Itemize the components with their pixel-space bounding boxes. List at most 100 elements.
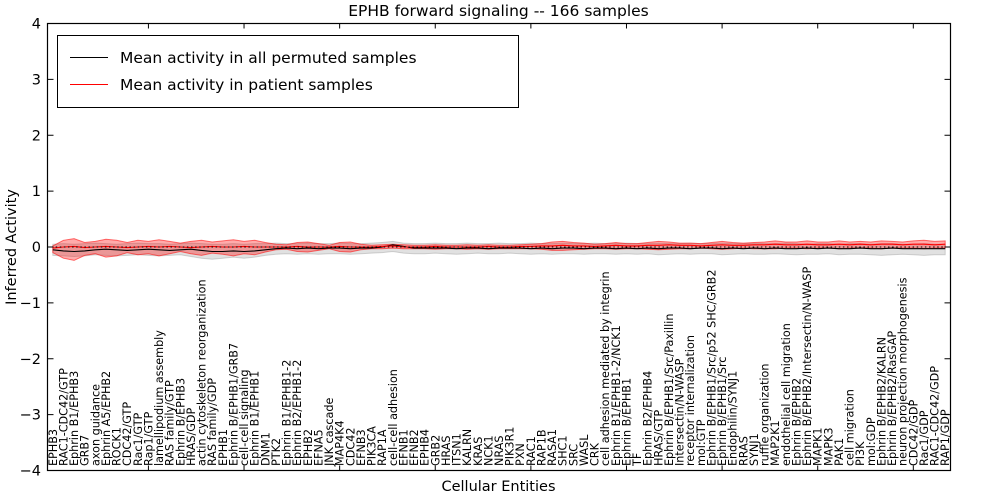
x-tick-label: MAP4K4 <box>334 420 347 466</box>
x-tick-label: GRB2 <box>429 435 442 466</box>
x-tick-label: RAP1/GDP <box>939 409 952 466</box>
x-tick-label: EPHB1 <box>217 429 230 466</box>
y-tick-label: 2 <box>32 128 41 144</box>
x-tick-label: ROCK1 <box>111 427 124 466</box>
y-tick-label: 4 <box>32 17 41 33</box>
x-tick-label: RAS family/GTP <box>164 380 177 466</box>
x-tick-label: Ephrin B1/EPHB1-2 <box>281 360 294 466</box>
y-tick-label: 0 <box>32 240 41 256</box>
x-tick-label: Ephrin B1/EPHB3 <box>68 371 81 466</box>
x-tick-label: KALRN <box>461 429 474 466</box>
x-tick-label: DNM1 <box>259 432 272 466</box>
x-tick-label: Ephrin B/EPHB1/Src/p52 SHC/GRB2 <box>705 270 718 466</box>
y-tick-label: −1 <box>20 296 41 312</box>
x-tick-label: TF <box>631 453 644 467</box>
x-tick-label: actin cytoskeleton reorganization <box>196 279 209 466</box>
legend-item-patient: Mean activity in patient samples <box>70 71 512 98</box>
x-tick-label: EFNB2 <box>408 429 421 466</box>
x-tick-label: Ephrin B/EPHB1/GRB7 <box>227 343 240 466</box>
x-tick-label: GRB7 <box>79 435 92 466</box>
x-tick-label: SRC <box>567 444 580 466</box>
legend-label-patient: Mean activity in patient samples <box>120 75 373 94</box>
x-tick-label: RASA1 <box>546 429 559 466</box>
x-tick-label: lamellipodium assembly <box>153 330 166 466</box>
x-tick-label: Rac1/GDP <box>918 410 931 466</box>
x-tick-label: RAP1A <box>376 429 389 466</box>
x-tick-label: Rap1/GTP <box>142 412 155 466</box>
x-tick-label: CDC42/GDP <box>907 399 920 466</box>
x-tick-label: endothelial cell migration <box>780 323 793 466</box>
x-tick-label: RRAS <box>737 436 750 466</box>
x-tick-label: Ephrin B/EPHB1/Src/Paxillin <box>663 314 676 466</box>
x-tick-label: NCK1 <box>482 435 495 466</box>
x-tick-label: EFNB1 <box>397 429 410 466</box>
x-tick-label: RAS family/GDP <box>206 378 219 466</box>
x-tick-label: PI3K <box>854 441 867 466</box>
x-tick-label: WASL <box>578 434 591 466</box>
x-tick-label: Endophilin/SYNJ1 <box>727 371 740 466</box>
x-tick-label: neuron projection morphogenesis <box>897 277 910 466</box>
x-tick-label: cell adhesion mediated by integrin <box>599 271 612 466</box>
x-tick-label: Ephrin B1/EPHB1-2/NCK1 <box>610 325 623 466</box>
x-tick-label: SYNJ1 <box>748 433 761 466</box>
legend-line-patient-icon <box>70 84 108 85</box>
x-tick-label: EPHB3 <box>47 429 60 466</box>
x-tick-label: KRAS <box>472 437 485 466</box>
x-tick-label: Ephrin B/EPHB3 <box>174 378 187 466</box>
x-tick-label: RAP1B <box>535 429 548 466</box>
permuted-mean-line <box>52 244 946 253</box>
x-tick-label: cell-cell signaling <box>238 370 251 467</box>
x-tick-label: EPHB2 <box>302 429 315 466</box>
x-tick-label: Ephrin B/EPHB2/Intersectin/N-WASP <box>801 267 814 466</box>
x-tick-label: EPHB4 <box>419 429 432 466</box>
x-tick-label: Ephrin B/EPHB1 <box>620 378 633 466</box>
y-tick-label: 1 <box>32 184 41 200</box>
x-tick-label: Ephrin B/EPHB1/Src <box>716 357 729 466</box>
axes-frame <box>46 22 952 472</box>
x-tick-label: NRAS <box>493 436 506 466</box>
x-tick-label: Ephrin B1/EPHB1 <box>249 371 262 466</box>
legend-item-permuted: Mean activity in all permuted samples <box>70 44 512 71</box>
x-tick-label: RAC1-CDC42/GDP <box>929 366 942 466</box>
x-tick-label: CDC42 <box>344 428 357 466</box>
x-tick-label: Ephrin B/EPHB2 <box>790 378 803 466</box>
x-tick-label: CDC42/GTP <box>121 402 134 466</box>
x-tick-label: HRAS/GDP <box>185 407 198 466</box>
x-tick-label: PXN <box>514 443 527 466</box>
x-tick-label: MAP2K1 <box>769 420 782 466</box>
y-axis-label: Inferred Activity <box>4 189 20 305</box>
x-tick-label: RAC1 <box>525 436 538 466</box>
x-tick-label: EFNB3 <box>355 429 368 466</box>
x-tick-label: CRK <box>589 442 602 466</box>
x-tick-label: axon guidance <box>89 384 102 466</box>
y-tick-label: −2 <box>20 352 41 368</box>
y-tick-label: −4 <box>20 464 41 480</box>
legend-line-permuted-icon <box>70 57 108 58</box>
x-tick-label: mol:GDP <box>865 417 878 466</box>
legend-label-permuted: Mean activity in all permuted samples <box>120 48 417 67</box>
x-tick-label: cell migration <box>844 389 857 466</box>
x-tick-label: Ephrin B/EPHB2/RasGAP <box>886 331 899 466</box>
x-tick-label: Ephrin B/EPHB2/KALRN <box>875 337 888 466</box>
x-axis-label: Cellular Entities <box>441 479 556 495</box>
y-tick-label: −3 <box>20 408 41 424</box>
x-tick-label: mol:GTP <box>695 419 708 466</box>
permuted-band <box>52 240 946 260</box>
x-tick-label: ITSN1 <box>451 433 464 466</box>
x-tick-label: Ephrin A5/EPHB2 <box>100 371 113 466</box>
x-tick-label: PIK3CA <box>366 426 379 466</box>
x-tick-label: EFNA5 <box>312 429 325 466</box>
x-tick-label: Ephrin B2/EPHB1-2 <box>291 360 304 466</box>
x-tick-label: MAPK3 <box>822 427 835 466</box>
legend: Mean activity in all permuted samples Me… <box>57 35 519 108</box>
x-tick-label: PAK1 <box>833 438 846 466</box>
x-tick-label: SHC1 <box>557 436 570 466</box>
chart-title: EPHB forward signaling -- 166 samples <box>348 2 649 20</box>
y-tick-label: 3 <box>32 72 41 88</box>
x-tick-label: PTK2 <box>270 438 283 466</box>
x-tick-label: RAC1-CDC42/GTP <box>57 368 70 466</box>
x-tick-label: Intersectin/N-WASP <box>674 358 687 466</box>
x-tick-label: ruffle organization <box>759 363 772 466</box>
x-tick-label: MAPK1 <box>812 427 825 466</box>
